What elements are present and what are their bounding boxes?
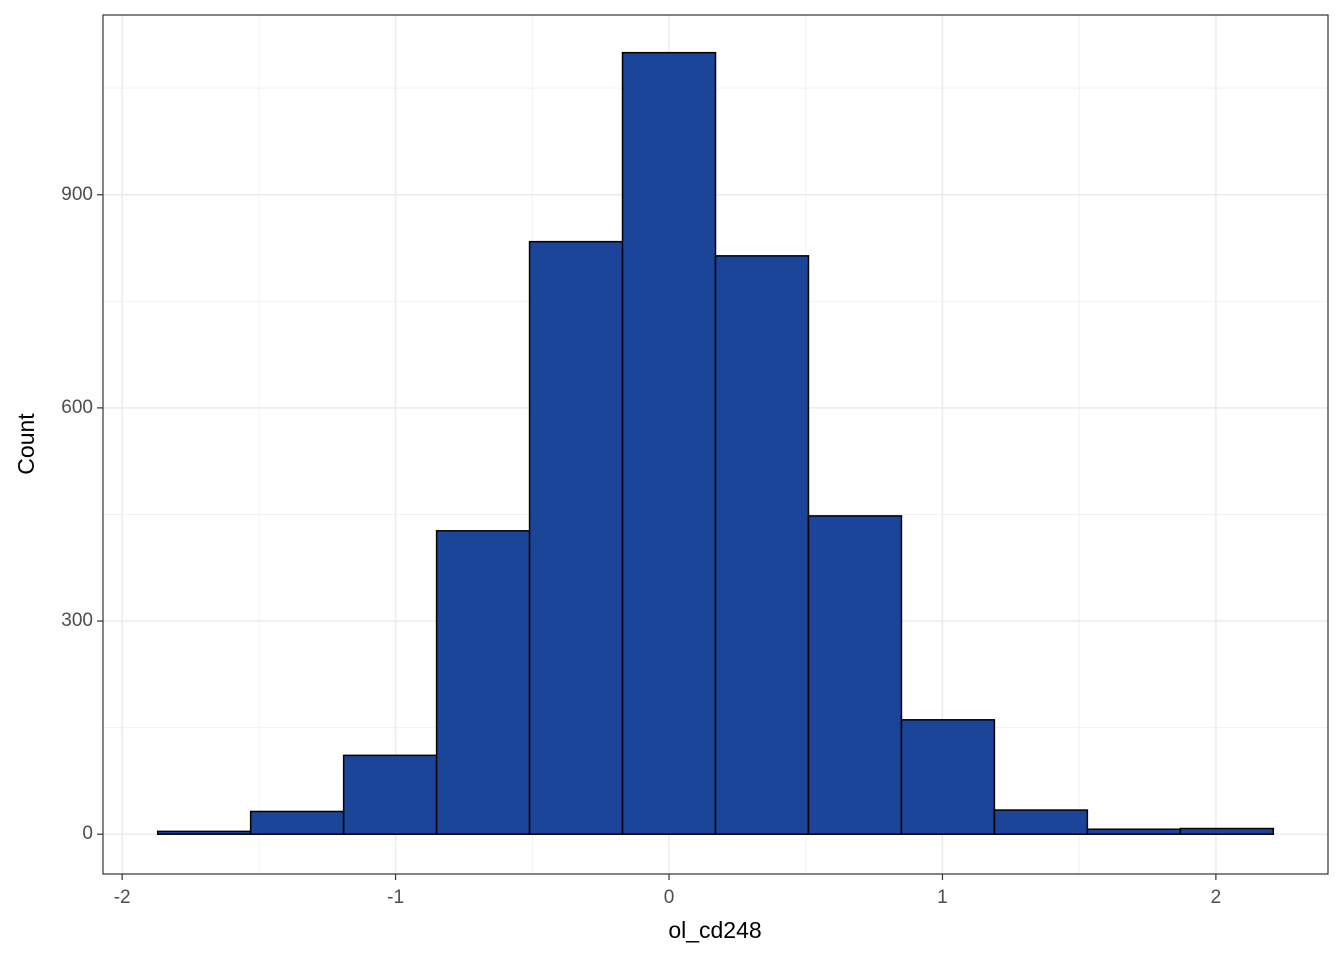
- bar: [900, 719, 996, 835]
- bar: [714, 255, 810, 835]
- x-tick-label: -2: [114, 887, 131, 908]
- bar: [1179, 827, 1275, 835]
- x-axis-title: ol_cd248: [668, 917, 761, 943]
- x-tick-label: 2: [1211, 887, 1222, 908]
- bar: [807, 515, 903, 835]
- y-tick-label: 900: [61, 184, 93, 205]
- x-tick-label: 1: [937, 887, 948, 908]
- bar: [249, 810, 345, 835]
- bar: [1086, 828, 1182, 835]
- bar: [435, 530, 531, 835]
- y-tick-label: 0: [82, 823, 93, 844]
- x-tick-label: 0: [664, 887, 675, 908]
- bar: [528, 240, 624, 835]
- y-tick-label: 600: [61, 397, 93, 418]
- x-tick-label: -1: [387, 887, 404, 908]
- panel-border: [102, 14, 1329, 875]
- y-tick-label: 300: [61, 610, 93, 631]
- bar: [342, 754, 438, 835]
- bar: [621, 51, 717, 835]
- y-axis-title: Count: [13, 413, 39, 475]
- bar: [993, 809, 1089, 835]
- bar: [156, 830, 252, 835]
